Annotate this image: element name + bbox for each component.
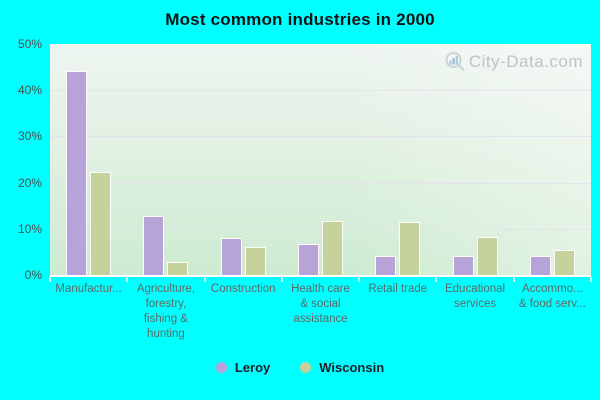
wisconsin-bar [321, 221, 343, 275]
x-axis-tick [590, 277, 592, 282]
gridline [50, 90, 591, 92]
bar-group [205, 44, 282, 275]
legend-item-leroy: Leroy [215, 360, 271, 375]
watermark-text: City-Data.com [468, 52, 583, 71]
bar-group [127, 44, 204, 275]
leroy-bar [375, 255, 397, 275]
gridline [50, 182, 591, 184]
x-axis-tick [435, 277, 438, 282]
y-tick-label: 50% [17, 37, 42, 51]
y-tick-label: 0% [24, 268, 42, 282]
wisconsin-bar [244, 247, 266, 275]
x-axis-tick [49, 277, 51, 282]
bar-group [282, 44, 359, 275]
wisconsin-bar [90, 172, 112, 275]
leroy-bar [66, 70, 88, 275]
bar-group [514, 44, 591, 275]
category-label: Manufactur... [55, 283, 122, 295]
category-label: Health care & social assistance [291, 283, 350, 325]
x-axis-tick [280, 277, 283, 282]
x-axis-labels: Manufactur... Agriculture, forestry, fishin… [50, 282, 591, 342]
wisconsin-bar [553, 249, 575, 275]
bar-groups [50, 44, 591, 275]
leroy-bar [220, 237, 242, 275]
category-label: Retail trade [368, 283, 428, 295]
x-axis-ticks [49, 277, 592, 283]
legend-swatch-icon [215, 362, 227, 373]
leroy-bar [297, 243, 319, 275]
y-tick-label: 30% [17, 129, 42, 144]
x-axis-tick [512, 277, 515, 282]
plot-area: City-Data.com [50, 44, 591, 277]
category-label: Construction [210, 283, 276, 295]
x-axis-tick [126, 277, 129, 282]
category-label: Educational services [444, 283, 506, 310]
magnifier-chart-icon [445, 51, 465, 71]
legend-item-wisconsin: Wisconsin [300, 360, 384, 375]
bar-group [50, 44, 127, 275]
legend-label: Leroy [234, 360, 271, 375]
legend-swatch-icon [300, 362, 312, 373]
bar-group [359, 44, 436, 275]
y-tick-label: 10% [17, 221, 42, 236]
chart-title: Most common industries in 2000 [165, 10, 435, 29]
category-label: Agriculture, forestry, fishing & hunting [136, 283, 195, 340]
gridline [50, 136, 591, 138]
wisconsin-bar [476, 236, 498, 275]
gridline [50, 228, 591, 230]
x-axis-tick [203, 277, 206, 282]
leroy-bar [452, 255, 474, 275]
x-axis-tick [358, 277, 361, 282]
legend-label: Wisconsin [319, 360, 385, 375]
y-axis: 0% 10% 20% 30% 40% 50% [0, 0, 46, 400]
category-label: Accommo... & food serv... [518, 283, 586, 310]
y-tick-label: 20% [17, 175, 42, 190]
leroy-bar [529, 255, 551, 275]
legend: Leroy Wisconsin [0, 360, 600, 375]
bar-group [436, 44, 513, 275]
y-tick-label: 40% [17, 83, 42, 98]
wisconsin-bar [399, 222, 421, 275]
wisconsin-bar [167, 261, 189, 275]
leroy-bar [143, 215, 165, 275]
city-data-watermark: City-Data.com [444, 51, 583, 73]
